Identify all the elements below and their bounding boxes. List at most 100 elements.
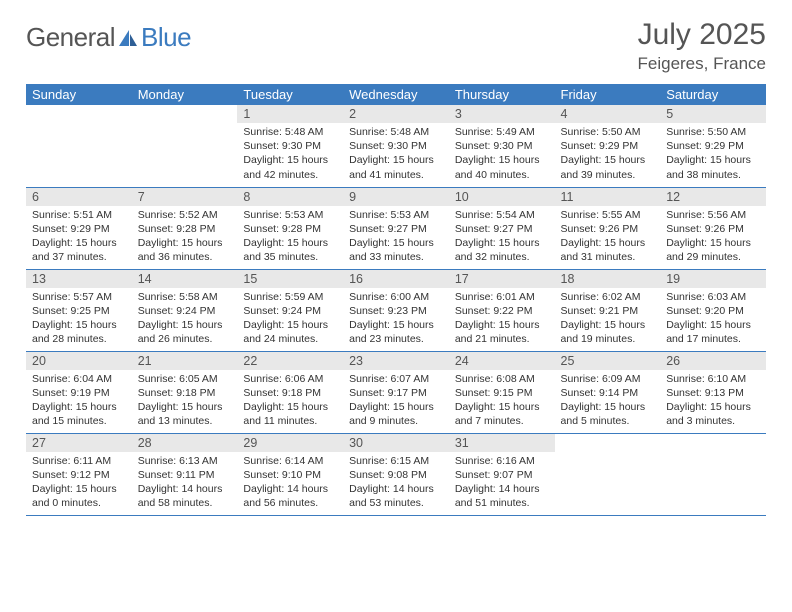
- day-details: Sunrise: 6:00 AMSunset: 9:23 PMDaylight:…: [343, 288, 449, 351]
- calendar-day-cell: 23Sunrise: 6:07 AMSunset: 9:17 PMDayligh…: [343, 351, 449, 433]
- calendar-day-cell: 18Sunrise: 6:02 AMSunset: 9:21 PMDayligh…: [555, 269, 661, 351]
- day-details: Sunrise: 6:14 AMSunset: 9:10 PMDaylight:…: [237, 452, 343, 515]
- day-number: 1: [237, 105, 343, 123]
- location-text: Feigeres, France: [638, 54, 767, 74]
- day-details: Sunrise: 6:13 AMSunset: 9:11 PMDaylight:…: [132, 452, 238, 515]
- logo-sail-icon: [117, 28, 139, 48]
- day-details: Sunrise: 5:48 AMSunset: 9:30 PMDaylight:…: [237, 123, 343, 186]
- calendar-day-cell: 16Sunrise: 6:00 AMSunset: 9:23 PMDayligh…: [343, 269, 449, 351]
- day-details: Sunrise: 5:56 AMSunset: 9:26 PMDaylight:…: [660, 206, 766, 269]
- calendar-body: 1Sunrise: 5:48 AMSunset: 9:30 PMDaylight…: [26, 105, 766, 515]
- day-details: Sunrise: 6:08 AMSunset: 9:15 PMDaylight:…: [449, 370, 555, 433]
- day-number: 2: [343, 105, 449, 123]
- title-block: July 2025 Feigeres, France: [638, 18, 767, 74]
- calendar-day-cell: 5Sunrise: 5:50 AMSunset: 9:29 PMDaylight…: [660, 105, 766, 187]
- calendar-day-cell: 10Sunrise: 5:54 AMSunset: 9:27 PMDayligh…: [449, 187, 555, 269]
- calendar-day-cell: 29Sunrise: 6:14 AMSunset: 9:10 PMDayligh…: [237, 433, 343, 515]
- calendar-day-cell: 21Sunrise: 6:05 AMSunset: 9:18 PMDayligh…: [132, 351, 238, 433]
- day-number: 22: [237, 352, 343, 370]
- weekday-header: Friday: [555, 84, 661, 105]
- calendar-day-cell: 30Sunrise: 6:15 AMSunset: 9:08 PMDayligh…: [343, 433, 449, 515]
- day-number: 21: [132, 352, 238, 370]
- day-details: Sunrise: 5:50 AMSunset: 9:29 PMDaylight:…: [555, 123, 661, 186]
- calendar-day-cell: 9Sunrise: 5:53 AMSunset: 9:27 PMDaylight…: [343, 187, 449, 269]
- day-number: 26: [660, 352, 766, 370]
- calendar-day-cell: 11Sunrise: 5:55 AMSunset: 9:26 PMDayligh…: [555, 187, 661, 269]
- calendar-week-row: 6Sunrise: 5:51 AMSunset: 9:29 PMDaylight…: [26, 187, 766, 269]
- day-number: 4: [555, 105, 661, 123]
- calendar-day-cell: 19Sunrise: 6:03 AMSunset: 9:20 PMDayligh…: [660, 269, 766, 351]
- day-details: Sunrise: 6:15 AMSunset: 9:08 PMDaylight:…: [343, 452, 449, 515]
- calendar-day-cell: 22Sunrise: 6:06 AMSunset: 9:18 PMDayligh…: [237, 351, 343, 433]
- day-details: Sunrise: 5:59 AMSunset: 9:24 PMDaylight:…: [237, 288, 343, 351]
- calendar-day-cell: 12Sunrise: 5:56 AMSunset: 9:26 PMDayligh…: [660, 187, 766, 269]
- day-details: Sunrise: 5:48 AMSunset: 9:30 PMDaylight:…: [343, 123, 449, 186]
- day-details: Sunrise: 5:58 AMSunset: 9:24 PMDaylight:…: [132, 288, 238, 351]
- day-details: Sunrise: 6:09 AMSunset: 9:14 PMDaylight:…: [555, 370, 661, 433]
- day-number: 30: [343, 434, 449, 452]
- calendar-day-cell: 6Sunrise: 5:51 AMSunset: 9:29 PMDaylight…: [26, 187, 132, 269]
- day-number: 16: [343, 270, 449, 288]
- calendar-day-cell: [26, 105, 132, 187]
- day-number: 13: [26, 270, 132, 288]
- brand-part2: Blue: [141, 22, 191, 53]
- calendar-day-cell: 1Sunrise: 5:48 AMSunset: 9:30 PMDaylight…: [237, 105, 343, 187]
- day-number: 8: [237, 188, 343, 206]
- day-details: Sunrise: 5:49 AMSunset: 9:30 PMDaylight:…: [449, 123, 555, 186]
- calendar-day-cell: 20Sunrise: 6:04 AMSunset: 9:19 PMDayligh…: [26, 351, 132, 433]
- day-details: Sunrise: 6:01 AMSunset: 9:22 PMDaylight:…: [449, 288, 555, 351]
- day-details: Sunrise: 5:54 AMSunset: 9:27 PMDaylight:…: [449, 206, 555, 269]
- day-number: 9: [343, 188, 449, 206]
- day-number: 25: [555, 352, 661, 370]
- day-number: 17: [449, 270, 555, 288]
- calendar-day-cell: 24Sunrise: 6:08 AMSunset: 9:15 PMDayligh…: [449, 351, 555, 433]
- weekday-header: Monday: [132, 84, 238, 105]
- day-number: 18: [555, 270, 661, 288]
- day-number: 31: [449, 434, 555, 452]
- calendar-week-row: 13Sunrise: 5:57 AMSunset: 9:25 PMDayligh…: [26, 269, 766, 351]
- day-number: 19: [660, 270, 766, 288]
- calendar-day-cell: 13Sunrise: 5:57 AMSunset: 9:25 PMDayligh…: [26, 269, 132, 351]
- day-number: 6: [26, 188, 132, 206]
- day-number: 3: [449, 105, 555, 123]
- calendar-head: SundayMondayTuesdayWednesdayThursdayFrid…: [26, 84, 766, 105]
- day-number: 14: [132, 270, 238, 288]
- weekday-header: Tuesday: [237, 84, 343, 105]
- page-header: General Blue July 2025 Feigeres, France: [26, 18, 766, 74]
- month-title: July 2025: [638, 18, 767, 52]
- day-number: 29: [237, 434, 343, 452]
- day-details: Sunrise: 5:50 AMSunset: 9:29 PMDaylight:…: [660, 123, 766, 186]
- brand-logo: General Blue: [26, 18, 191, 53]
- day-details: Sunrise: 6:05 AMSunset: 9:18 PMDaylight:…: [132, 370, 238, 433]
- day-number: 12: [660, 188, 766, 206]
- calendar-day-cell: 3Sunrise: 5:49 AMSunset: 9:30 PMDaylight…: [449, 105, 555, 187]
- day-details: Sunrise: 6:04 AMSunset: 9:19 PMDaylight:…: [26, 370, 132, 433]
- calendar-day-cell: 15Sunrise: 5:59 AMSunset: 9:24 PMDayligh…: [237, 269, 343, 351]
- day-number: 7: [132, 188, 238, 206]
- calendar-day-cell: 31Sunrise: 6:16 AMSunset: 9:07 PMDayligh…: [449, 433, 555, 515]
- calendar-day-cell: 27Sunrise: 6:11 AMSunset: 9:12 PMDayligh…: [26, 433, 132, 515]
- day-number: 27: [26, 434, 132, 452]
- day-details: Sunrise: 6:06 AMSunset: 9:18 PMDaylight:…: [237, 370, 343, 433]
- weekday-header: Wednesday: [343, 84, 449, 105]
- day-number: 20: [26, 352, 132, 370]
- day-number: 23: [343, 352, 449, 370]
- calendar-week-row: 1Sunrise: 5:48 AMSunset: 9:30 PMDaylight…: [26, 105, 766, 187]
- day-details: Sunrise: 5:51 AMSunset: 9:29 PMDaylight:…: [26, 206, 132, 269]
- brand-part1: General: [26, 22, 115, 53]
- day-details: Sunrise: 6:03 AMSunset: 9:20 PMDaylight:…: [660, 288, 766, 351]
- day-number: 24: [449, 352, 555, 370]
- day-details: Sunrise: 6:07 AMSunset: 9:17 PMDaylight:…: [343, 370, 449, 433]
- calendar-week-row: 20Sunrise: 6:04 AMSunset: 9:19 PMDayligh…: [26, 351, 766, 433]
- day-details: Sunrise: 6:11 AMSunset: 9:12 PMDaylight:…: [26, 452, 132, 515]
- day-number: 15: [237, 270, 343, 288]
- calendar-week-row: 27Sunrise: 6:11 AMSunset: 9:12 PMDayligh…: [26, 433, 766, 515]
- calendar-day-cell: 7Sunrise: 5:52 AMSunset: 9:28 PMDaylight…: [132, 187, 238, 269]
- weekday-header: Sunday: [26, 84, 132, 105]
- weekday-header: Saturday: [660, 84, 766, 105]
- calendar-table: SundayMondayTuesdayWednesdayThursdayFrid…: [26, 84, 766, 516]
- calendar-day-cell: 2Sunrise: 5:48 AMSunset: 9:30 PMDaylight…: [343, 105, 449, 187]
- calendar-day-cell: [132, 105, 238, 187]
- calendar-day-cell: 8Sunrise: 5:53 AMSunset: 9:28 PMDaylight…: [237, 187, 343, 269]
- calendar-day-cell: [555, 433, 661, 515]
